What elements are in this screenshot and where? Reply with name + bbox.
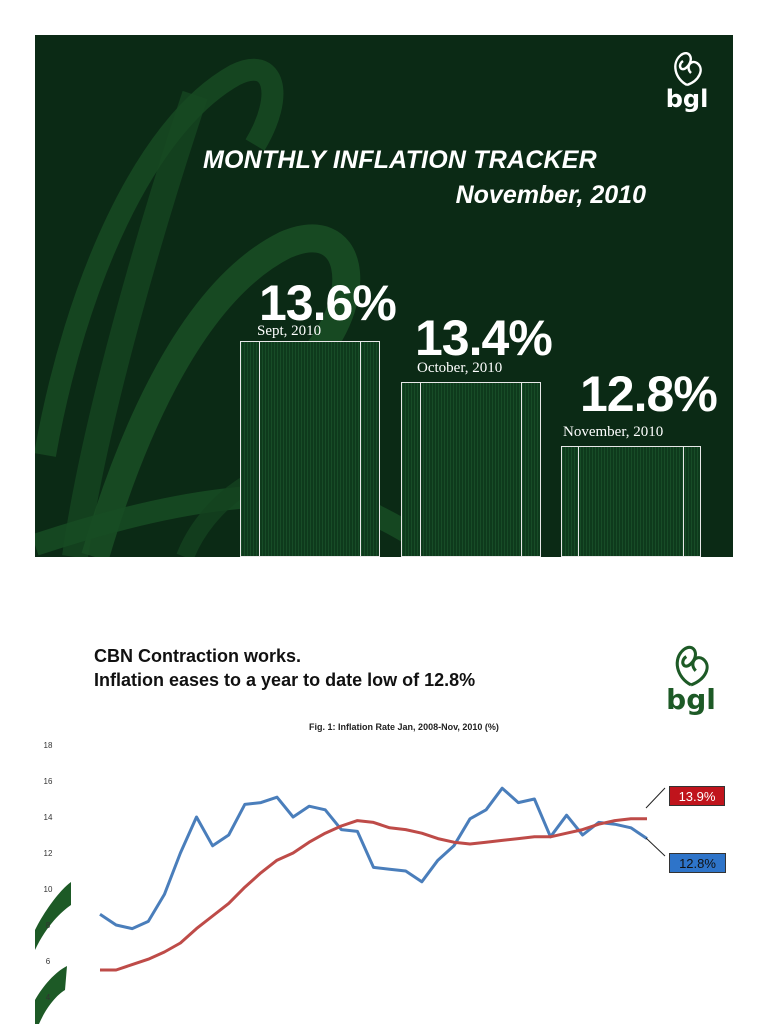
decorative-leaf [35, 966, 67, 1024]
bgl-logo: bgl [665, 49, 709, 111]
callout-leader-blue [645, 837, 666, 857]
y-tick-label: 16 [44, 777, 53, 786]
bgl-logo-green: bgl [665, 642, 717, 714]
y-tick-label: 8 [46, 921, 51, 930]
y-tick-label: 12 [44, 849, 53, 858]
tracker-subtitle: November, 2010 [455, 181, 646, 209]
bar-october [401, 382, 541, 557]
bar-label-october: October, 2010 [417, 360, 503, 376]
chart-heading-line2: Inflation eases to a year to date low of… [94, 670, 476, 690]
trend-series-line [100, 817, 647, 972]
bar-value-sept: 13.6% [259, 275, 397, 331]
bar-label-november: November, 2010 [563, 424, 664, 440]
callout-blue: 12.8% [669, 853, 726, 873]
bar-label-sept: Sept, 2010 [257, 323, 322, 339]
decorative-leaf [35, 882, 71, 950]
callout-leader-red [645, 787, 666, 809]
callout-red: 13.9% [669, 786, 725, 806]
tracker-slide: bgl MONTHLY INFLATION TRACKER November, … [35, 35, 733, 557]
y-tick-label: 4 [46, 993, 51, 1002]
chart-title: Fig. 1: Inflation Rate Jan, 2008-Nov, 20… [309, 722, 499, 732]
bar-sept [240, 341, 380, 557]
butterfly-icon [674, 52, 702, 87]
bar-value-october: 13.4% [415, 310, 553, 366]
y-tick-label: 14 [44, 813, 53, 822]
logo-text: bgl [666, 683, 716, 716]
chart-heading-line1: CBN Contraction works. [94, 646, 302, 666]
bar-november [561, 446, 701, 557]
butterfly-icon [675, 645, 709, 687]
chart-slide: CBN Contraction works. Inflation eases t… [35, 620, 733, 1024]
inflation-series-line [99, 786, 648, 931]
tracker-title: MONTHLY INFLATION TRACKER [203, 146, 597, 174]
y-tick-label: 6 [46, 957, 51, 966]
inflation-line-chart: 4 6 8 10 12 14 16 18 [35, 741, 666, 1024]
bar-value-november: 12.8% [580, 366, 718, 422]
y-tick-label: 10 [44, 885, 53, 894]
logo-text: bgl [665, 85, 709, 113]
y-tick-label: 18 [44, 741, 53, 750]
